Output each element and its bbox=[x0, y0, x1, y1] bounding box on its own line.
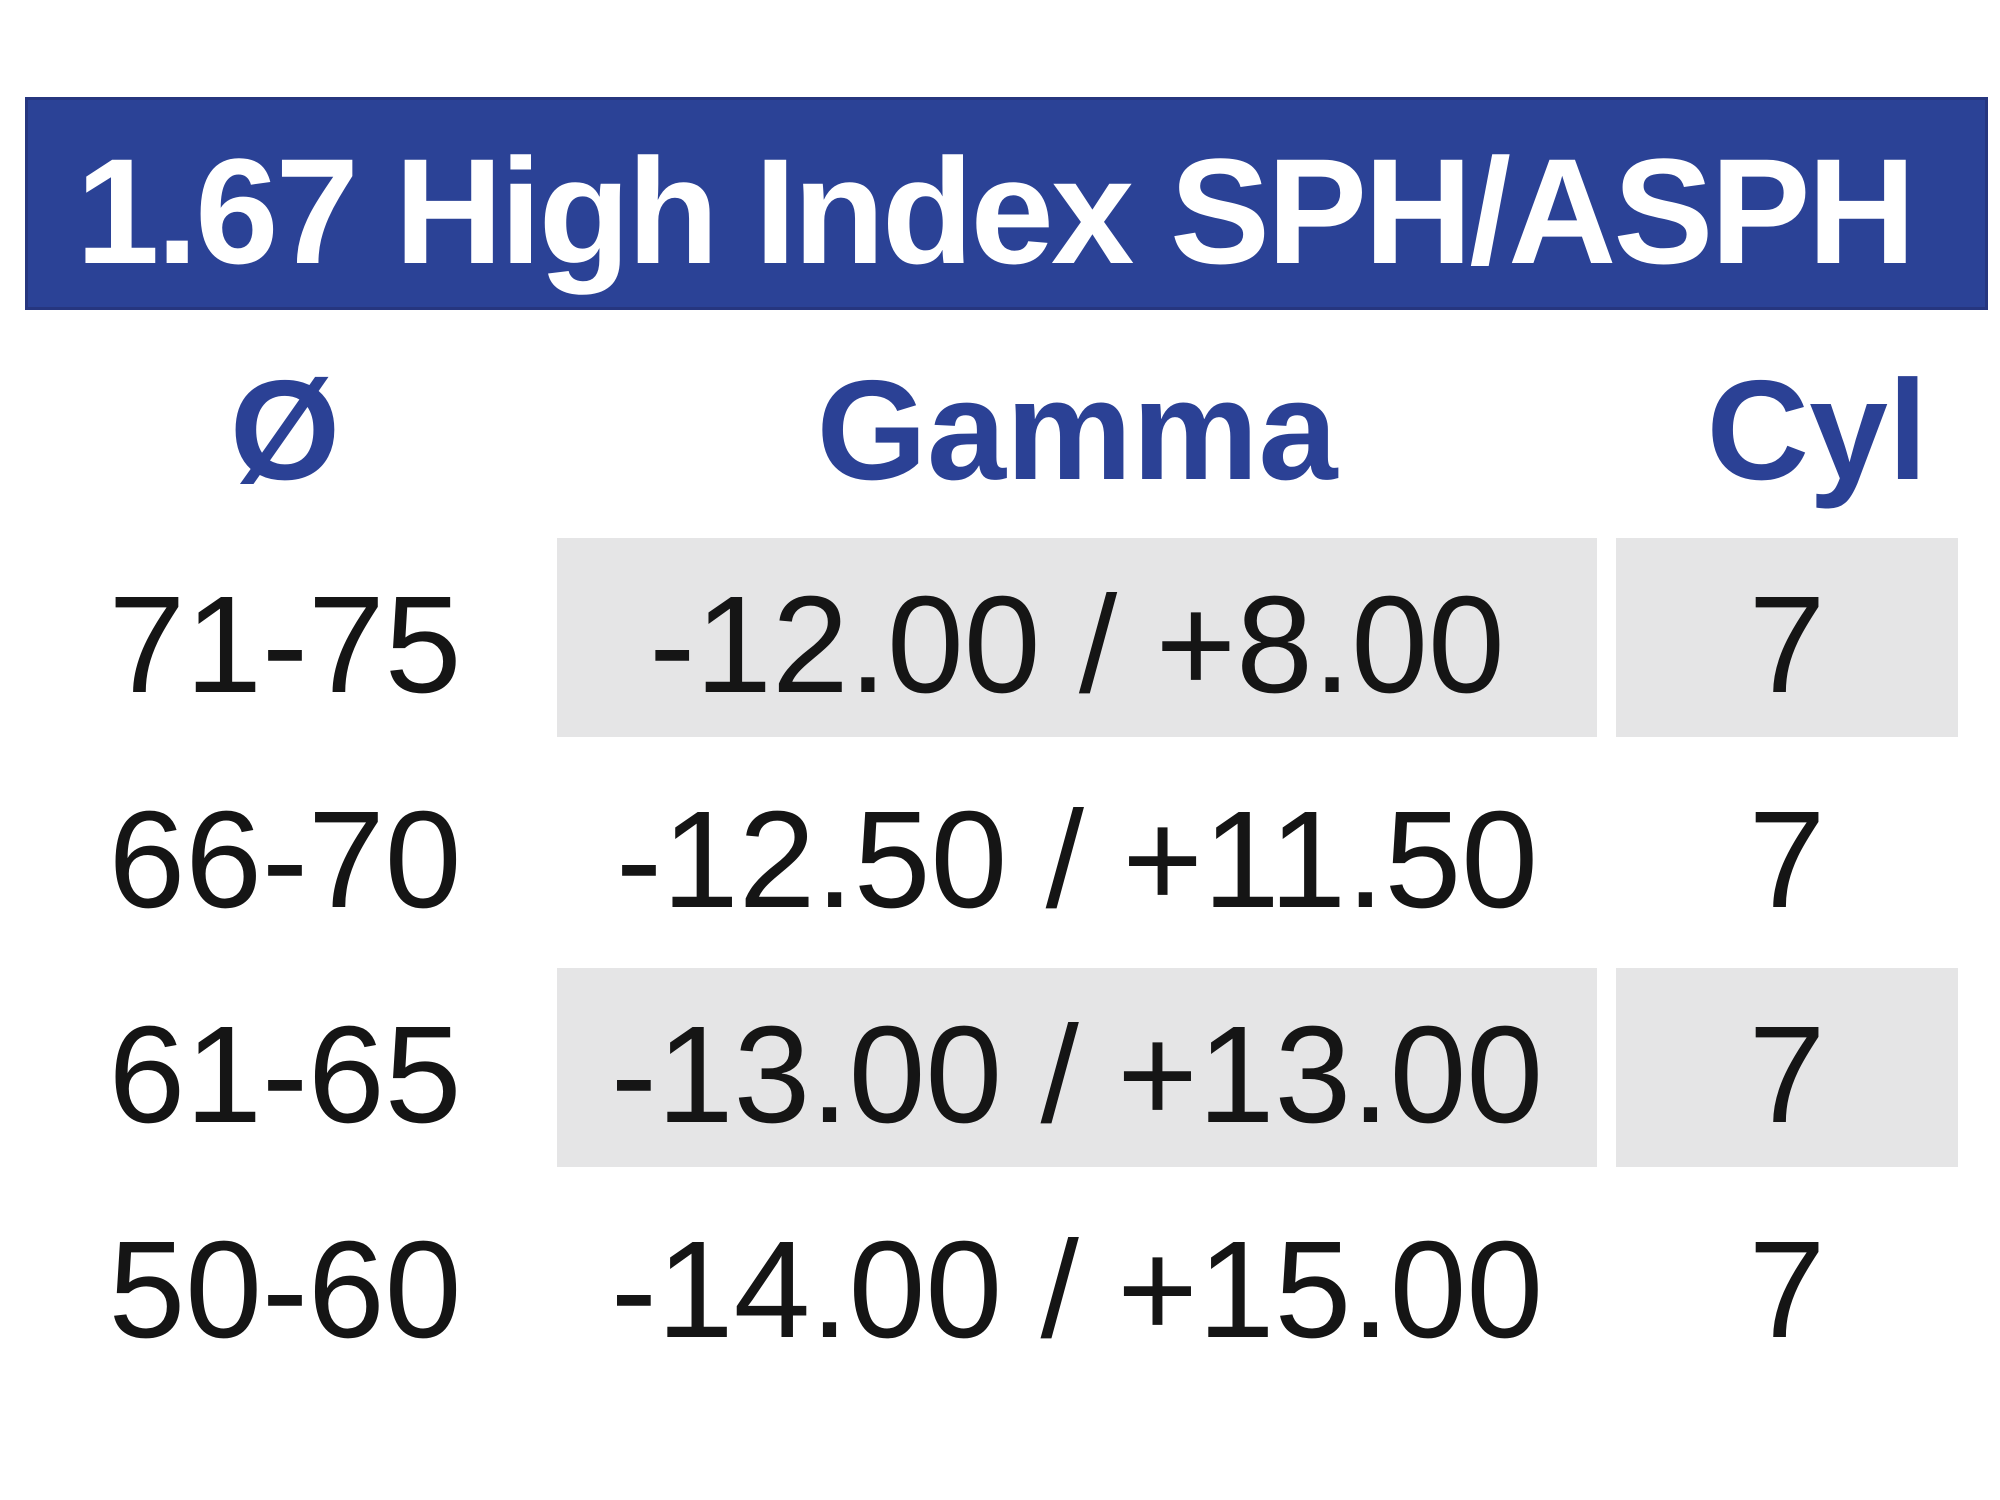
cyl-cell: 7 bbox=[1616, 968, 1958, 1167]
table-header-row: Ø Gamma Cyl bbox=[0, 358, 2000, 503]
gamma-range-cell: -14.00 / +15.00 bbox=[610, 1213, 1544, 1367]
column-header-diameter: Ø bbox=[229, 351, 341, 510]
gamma-range-cell: -12.00 / +8.00 bbox=[557, 538, 1597, 737]
diameter-cell: 71-75 bbox=[108, 568, 462, 722]
diameter-cell: 50-60 bbox=[108, 1213, 462, 1367]
table-row: 66-70 -12.50 / +11.50 7 bbox=[0, 753, 2000, 968]
table-row: 50-60 -14.00 / +15.00 7 bbox=[0, 1183, 2000, 1398]
gamma-range-cell: -13.00 / +13.00 bbox=[557, 968, 1597, 1167]
cyl-cell: 7 bbox=[1748, 783, 1826, 937]
table-row: 61-65 -13.00 / +13.00 7 bbox=[0, 968, 2000, 1183]
column-header-gamma: Gamma bbox=[816, 351, 1338, 510]
diameter-cell: 66-70 bbox=[108, 783, 462, 937]
diameter-cell: 61-65 bbox=[108, 998, 462, 1152]
gamma-range-cell: -12.50 / +11.50 bbox=[616, 783, 1538, 937]
cyl-cell: 7 bbox=[1748, 1213, 1826, 1367]
title-banner: 1.67 High Index SPH/ASPH bbox=[25, 97, 1988, 310]
cyl-cell: 7 bbox=[1616, 538, 1958, 737]
page-title: 1.67 High Index SPH/ASPH bbox=[76, 127, 1916, 295]
column-header-cyl: Cyl bbox=[1706, 351, 1928, 510]
table-row: 71-75 -12.00 / +8.00 7 bbox=[0, 538, 2000, 753]
